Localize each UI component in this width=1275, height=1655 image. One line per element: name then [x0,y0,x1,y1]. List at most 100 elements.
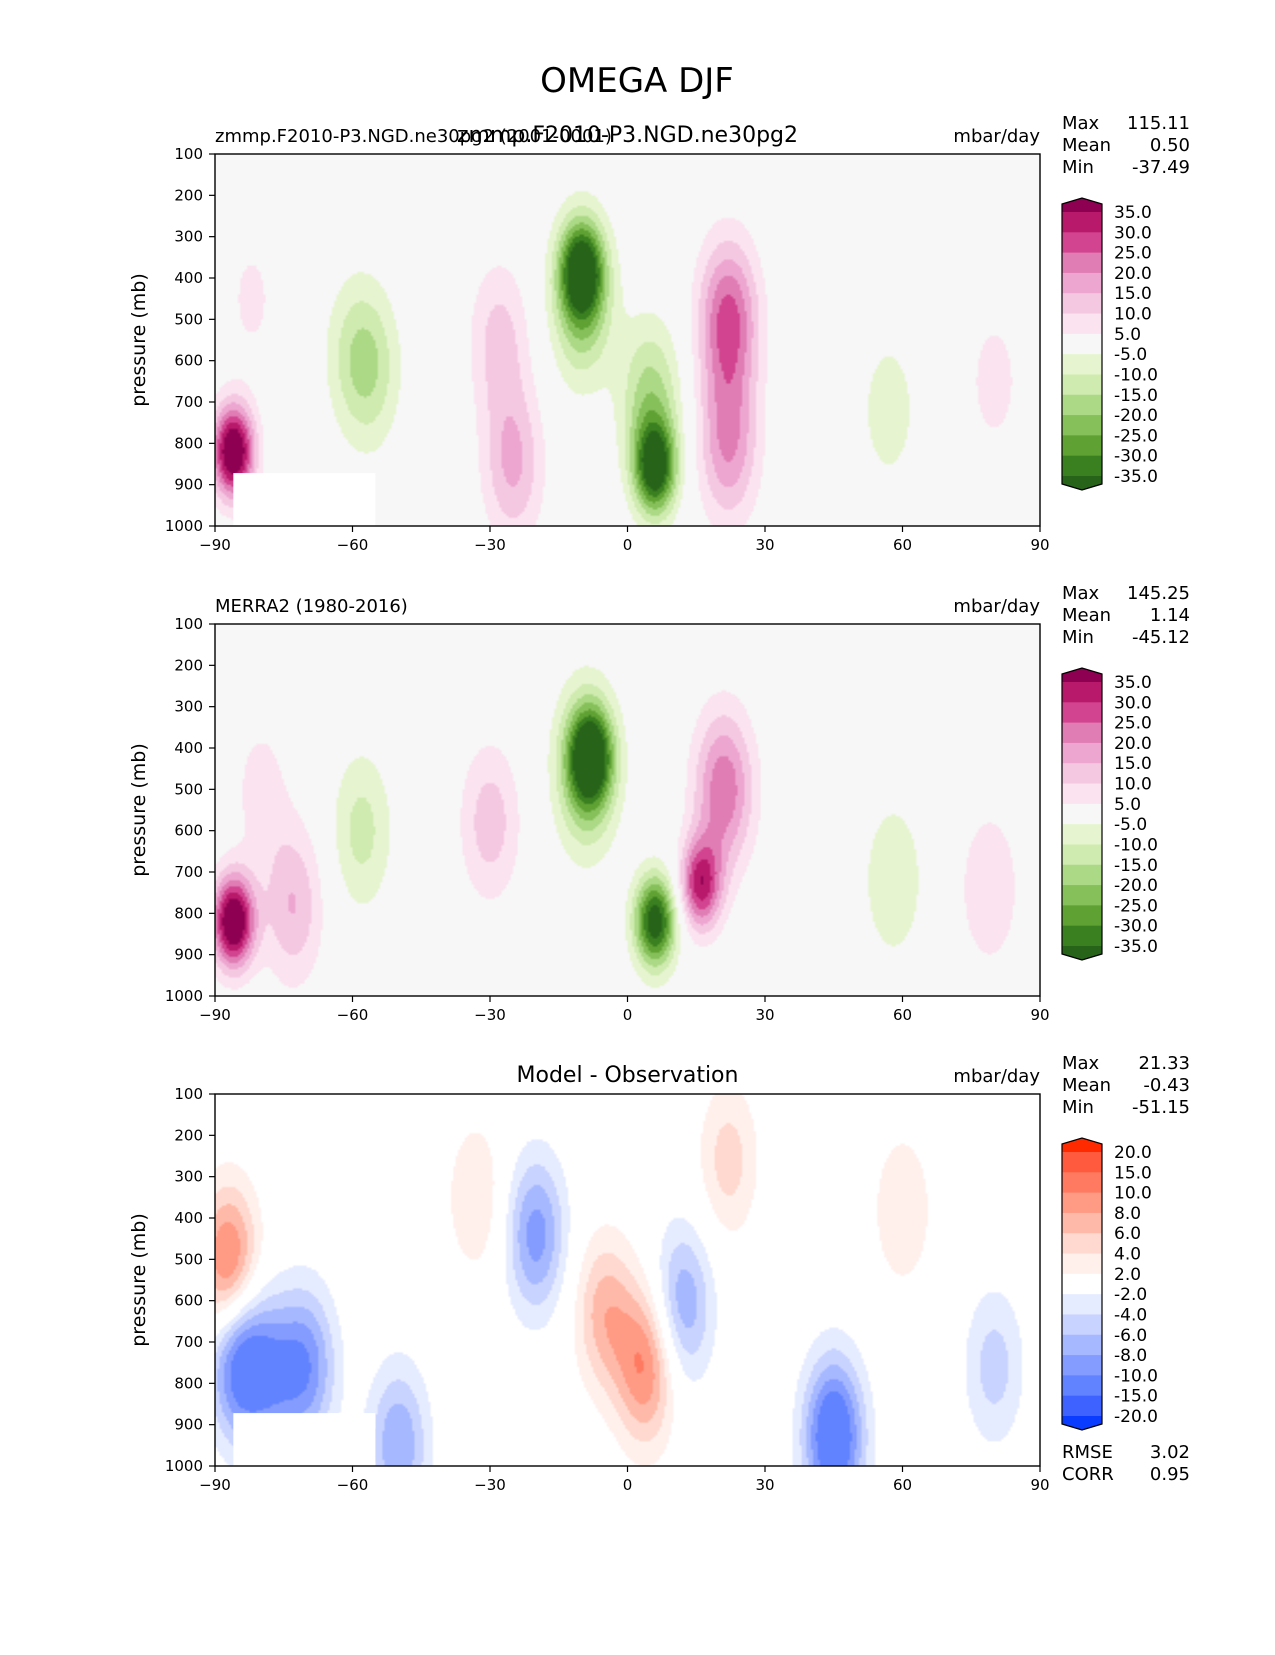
colorbar-label: -6.0 [1114,1326,1147,1346]
colorbar-label: 35.0 [1114,203,1152,223]
colorbar-label: 20.0 [1114,264,1152,284]
colorbar-segment [1062,1375,1102,1397]
stat-value-min: -51.15 [1132,1097,1190,1118]
colorbar-label: 15.0 [1114,284,1152,304]
contour-field-reference [215,624,1040,996]
y-tick-label: 900 [174,1416,203,1434]
y-tick-label: 900 [174,946,203,964]
x-tick-label: 90 [1030,536,1049,554]
colorbar: 20.015.010.08.06.04.02.0-2.0-4.0-6.0-8.0… [1061,1137,1158,1431]
y-tick-label: 700 [174,393,203,411]
colorbar-segment [1062,1253,1102,1275]
colorbar-label: 10.0 [1114,775,1152,795]
y-tick-label: 100 [174,615,203,633]
colorbar-label: -15.0 [1114,1387,1158,1407]
x-tick-label: 60 [893,1476,912,1494]
units-label: mbar/day [953,126,1040,147]
colorbar-outline [1061,1137,1103,1431]
x-tick-label: 30 [755,536,774,554]
colorbar-segment [1062,1395,1102,1417]
colorbar-segment [1062,803,1102,825]
stat-value-mean: 1.14 [1150,605,1190,626]
colorbar-segment [1062,1294,1102,1315]
colorbar-segment [1062,885,1102,906]
colorbar-segment [1062,1192,1102,1214]
y-tick-label: 200 [174,186,203,204]
colorbar-label: -5.0 [1114,815,1147,835]
colorbar-segment [1062,722,1102,744]
colorbar-segment [1062,824,1102,845]
stat-value-mean: 0.50 [1150,135,1190,156]
colorbar-segment [1062,763,1102,785]
colorbar-segment [1062,394,1102,416]
x-tick-label: 60 [893,536,912,554]
x-tick-label: 30 [755,1476,774,1494]
units-label: mbar/day [953,596,1040,617]
y-tick-label: 500 [174,310,203,328]
colorbar-label: 15.0 [1114,1163,1152,1183]
y-tick-label: 100 [174,145,203,163]
colorbar-segment [1062,333,1102,355]
colorbar-label: 30.0 [1114,693,1152,713]
stat-label-min: Min [1062,1097,1094,1118]
colorbar-segment [1062,905,1102,927]
colorbar-segment [1062,212,1102,233]
x-tick-label: 30 [755,1006,774,1024]
colorbar-segment [1062,1212,1102,1234]
stat-value-mean: -0.43 [1143,1075,1190,1096]
colorbar-label: -35.0 [1114,467,1158,487]
y-tick-label: 900 [174,476,203,494]
x-tick-label: −90 [199,1476,231,1494]
colorbar-segment [1062,1172,1102,1194]
x-tick-label: 0 [623,536,633,554]
x-tick-label: −60 [337,1006,369,1024]
y-tick-label: 500 [174,1250,203,1268]
colorbar-label: -8.0 [1114,1346,1147,1366]
colorbar-label: -10.0 [1114,365,1158,385]
colorbar-label: 20.0 [1114,734,1152,754]
y-tick-label: 700 [174,1333,203,1351]
colorbar-segment [1062,702,1102,724]
stat-value-min: -37.49 [1132,157,1190,178]
missing-data-region [233,1413,376,1466]
page-title: OMEGA DJF [540,61,734,101]
colorbar-segment [1062,313,1102,335]
colorbar-label: -4.0 [1114,1305,1147,1325]
colorbar-segment [1062,272,1102,294]
colorbar-segment [1062,354,1102,375]
colorbar-label: -20.0 [1114,876,1158,896]
colorbar-segment [1062,455,1102,477]
colorbar-label: -30.0 [1114,917,1158,937]
colorbar: 35.030.025.020.015.010.05.0-5.0-10.0-15.… [1061,197,1158,491]
colorbar-segment [1062,435,1102,457]
stat-label-min: Min [1062,627,1094,648]
x-tick-label: −90 [199,1006,231,1024]
y-tick-label: 1000 [165,1457,203,1475]
colorbar-label: -10.0 [1114,1366,1158,1386]
colorbar-label: 15.0 [1114,754,1152,774]
x-tick-label: −60 [337,536,369,554]
units-label: mbar/day [953,1066,1040,1087]
x-tick-label: −30 [474,1006,506,1024]
y-tick-label: 700 [174,863,203,881]
colorbar-label: 2.0 [1114,1265,1141,1285]
y-tick-label: 600 [174,822,203,840]
stat-label-max: Max [1062,1053,1100,1074]
colorbar-label: -30.0 [1114,447,1158,467]
y-tick-label: 100 [174,1085,203,1103]
colorbar-label: 25.0 [1114,244,1152,264]
colorbar-label: -25.0 [1114,896,1158,916]
panel-title: Model - Observation [517,1063,739,1088]
x-tick-label: 0 [623,1476,633,1494]
colorbar-segment [1062,252,1102,274]
y-tick-label: 400 [174,1209,203,1227]
colorbar-label: 30.0 [1114,223,1152,243]
colorbar-label: 10.0 [1114,1184,1152,1204]
missing-data-region [233,473,376,526]
colorbar: 35.030.025.020.015.010.05.0-5.0-10.0-15.… [1061,667,1158,961]
colorbar-label: -35.0 [1114,937,1158,957]
y-tick-label: 1000 [165,517,203,535]
x-tick-label: 60 [893,1006,912,1024]
